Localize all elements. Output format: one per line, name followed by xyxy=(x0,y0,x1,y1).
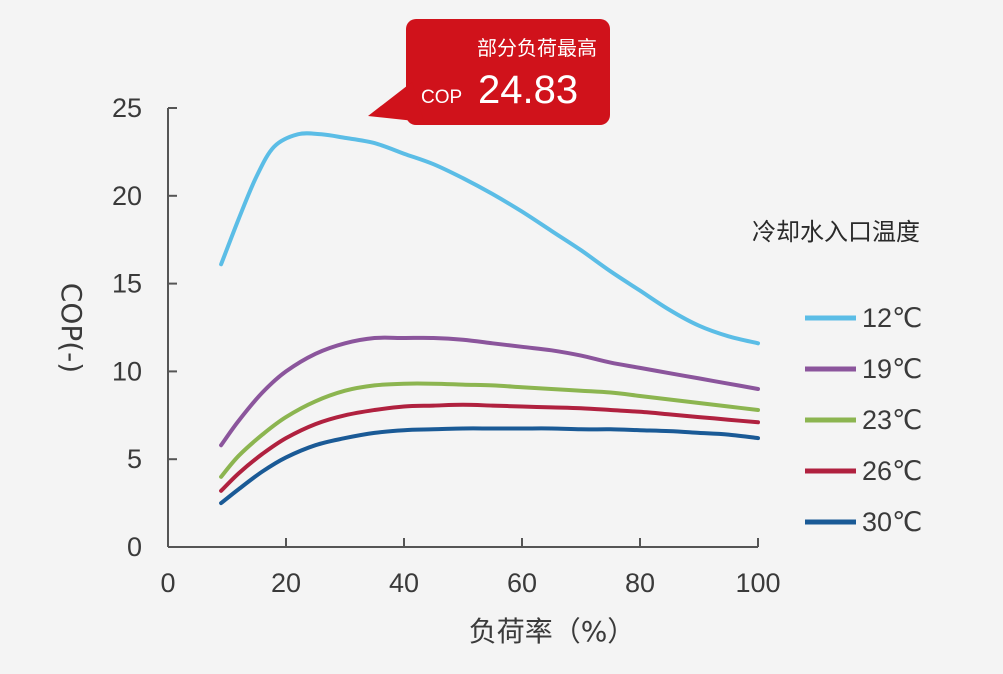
callout-title: 部分负荷最高 xyxy=(477,36,597,60)
y-axis-title: COP(-) xyxy=(55,283,88,373)
legend-label: 23℃ xyxy=(862,405,922,435)
x-tick-label: 60 xyxy=(507,568,537,598)
y-tick-label: 10 xyxy=(112,356,142,386)
y-tick-label: 25 xyxy=(112,93,142,123)
x-tick-label: 80 xyxy=(625,568,655,598)
series-line xyxy=(219,381,760,479)
x-tick-label: 40 xyxy=(389,568,419,598)
y-tick-label: 0 xyxy=(127,532,142,562)
y-tick-label: 5 xyxy=(127,444,142,474)
legend-label: 30℃ xyxy=(862,507,922,537)
y-tick-label: 15 xyxy=(112,269,142,299)
callout-value: 24.83 xyxy=(478,68,578,112)
series-line xyxy=(219,335,760,448)
x-tick-label: 20 xyxy=(271,568,301,598)
x-tick-label: 100 xyxy=(735,568,780,598)
callout-pointer xyxy=(368,82,424,122)
legend-label: 12℃ xyxy=(862,303,922,333)
series-line xyxy=(219,426,760,506)
series-layer xyxy=(219,131,760,506)
series-line xyxy=(219,131,760,346)
callout-prefix: COP xyxy=(421,87,462,108)
axes xyxy=(167,108,758,548)
series-line xyxy=(219,402,760,493)
callout-box xyxy=(406,19,610,125)
peak-cop-callout: 部分负荷最高 COP 24.83 xyxy=(368,19,610,125)
y-ticks: 0 5 10 15 20 25 xyxy=(112,93,177,562)
y-tick-label: 20 xyxy=(112,181,142,211)
x-ticks: 0 20 40 60 80 100 xyxy=(160,538,781,598)
legend-label: 19℃ xyxy=(862,354,922,384)
legend: 冷却水入口温度 12℃ 19℃ 23℃ 26℃ 30℃ xyxy=(752,218,922,537)
x-tick-label: 0 xyxy=(160,568,175,598)
legend-label: 26℃ xyxy=(862,456,922,486)
x-axis-title: 负荷率（%） xyxy=(469,615,636,648)
legend-title: 冷却水入口温度 xyxy=(752,218,920,246)
